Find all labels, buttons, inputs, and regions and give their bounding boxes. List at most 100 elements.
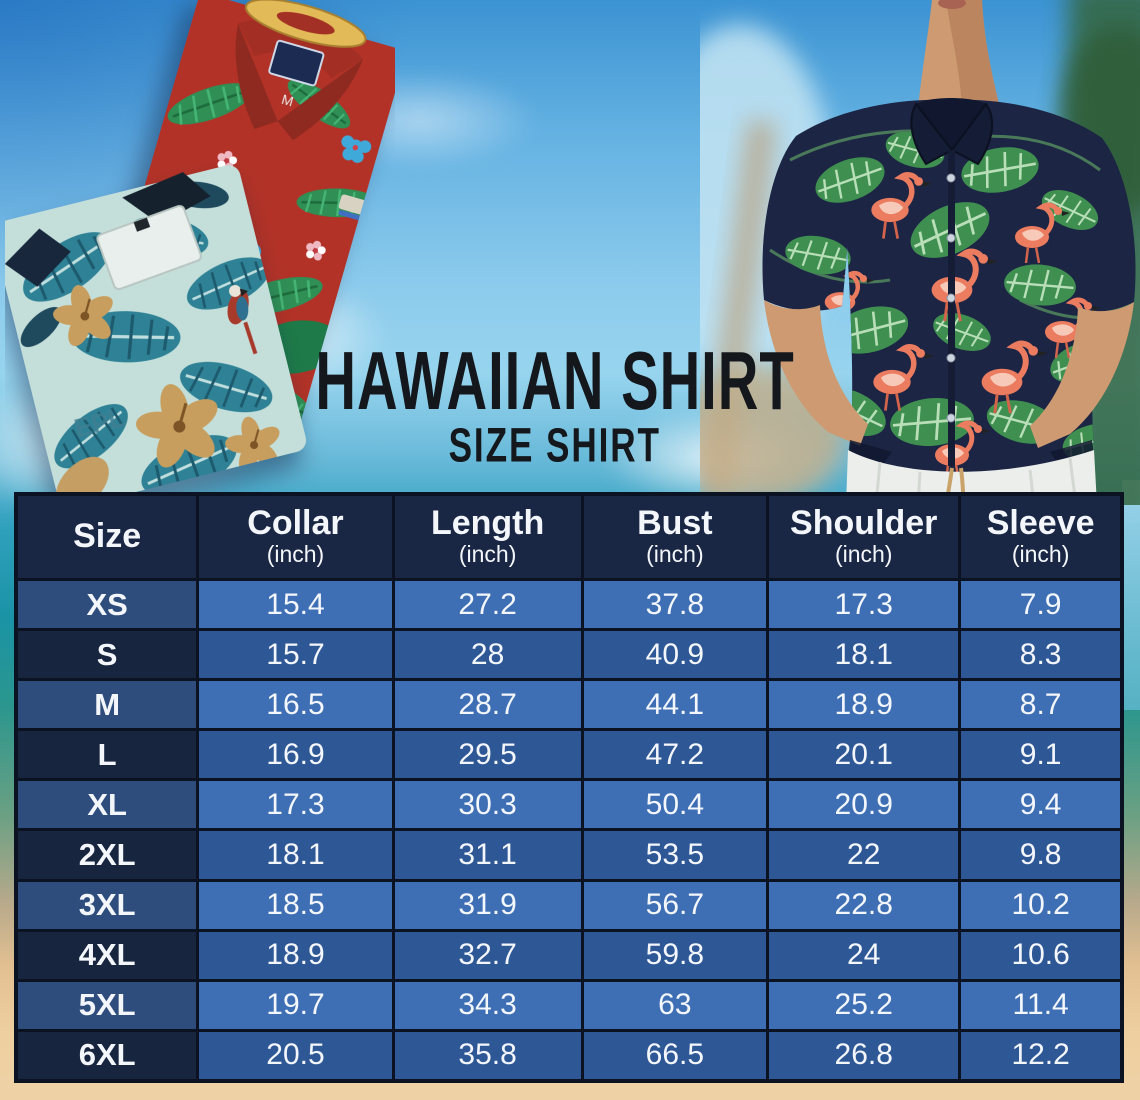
column-header: Sleeve (inch) <box>961 496 1120 578</box>
sleeve-cell: 9.4 <box>961 781 1120 829</box>
length-cell: 31.9 <box>394 881 581 929</box>
table-header-row: Size Collar (inch) Length (inch) Bust (i… <box>18 496 1120 578</box>
collar-cell: 19.7 <box>199 981 392 1029</box>
length-cell: 28 <box>394 631 581 679</box>
sleeve-cell: 8.3 <box>961 631 1120 679</box>
parrot <box>227 284 258 355</box>
shoulder-cell: 25.2 <box>769 981 959 1029</box>
fabric-fold <box>122 172 211 225</box>
bust-cell: 37.8 <box>583 581 767 629</box>
button-placket <box>948 150 955 466</box>
column-unit: (inch) <box>1011 541 1070 568</box>
man-photo <box>700 0 1140 505</box>
collar-tag <box>268 39 325 87</box>
column-header: Size <box>18 496 197 578</box>
shoulder-cell: 17.3 <box>769 581 959 629</box>
column-header: Collar (inch) <box>199 496 392 578</box>
shirts-photo: M <box>5 0 395 500</box>
size-cell: 4XL <box>18 931 197 979</box>
chest-pocket <box>96 204 202 291</box>
size-cell: XS <box>18 581 197 629</box>
shoulder-cell: 18.1 <box>769 631 959 679</box>
bust-cell: 50.4 <box>583 781 767 829</box>
sleeve-cell: 11.4 <box>961 981 1120 1029</box>
shirt-buttons <box>946 173 956 423</box>
tropical-pattern <box>769 124 1131 481</box>
collar-cell: 15.7 <box>199 631 392 679</box>
sleeve-cell: 10.6 <box>961 931 1120 979</box>
collar-cell: 18.1 <box>199 831 392 879</box>
bust-cell: 47.2 <box>583 731 767 779</box>
table-row: 4XL 18.9 32.7 59.8 24 10.6 <box>18 931 1120 979</box>
shoulder-cell: 26.8 <box>769 1031 959 1079</box>
shoulder-cell: 20.1 <box>769 731 959 779</box>
sky-right-strip <box>1122 480 1140 710</box>
navy-flamingo-shirt <box>762 98 1136 486</box>
collar-cell: 15.4 <box>199 581 392 629</box>
length-cell: 32.7 <box>394 931 581 979</box>
length-cell: 34.3 <box>394 981 581 1029</box>
column-label: Shoulder <box>790 503 938 542</box>
title-block: HAWAIIAN SHIRT SIZE SHIRT <box>300 335 810 472</box>
column-header: Length (inch) <box>394 496 581 578</box>
bust-cell: 56.7 <box>583 881 767 929</box>
table-row: M 16.5 28.7 44.1 18.9 8.7 <box>18 681 1120 729</box>
column-header: Bust (inch) <box>583 496 767 578</box>
length-cell: 29.5 <box>394 731 581 779</box>
table-row: L 16.9 29.5 47.2 20.1 9.1 <box>18 731 1120 779</box>
length-cell: 31.1 <box>394 831 581 879</box>
shoulder-cell: 18.9 <box>769 681 959 729</box>
size-cell: XL <box>18 781 197 829</box>
brand-logo <box>338 194 367 221</box>
bust-cell: 44.1 <box>583 681 767 729</box>
bust-cell: 53.5 <box>583 831 767 879</box>
sleeve-cell: 12.2 <box>961 1031 1120 1079</box>
page-title: HAWAIIAN SHIRT <box>315 335 795 428</box>
length-cell: 28.7 <box>394 681 581 729</box>
size-cell: L <box>18 731 197 779</box>
sleeve-cell: 9.1 <box>961 731 1120 779</box>
size-cell: 3XL <box>18 881 197 929</box>
column-unit: (inch) <box>646 541 704 568</box>
table-row: XS 15.4 27.2 37.8 17.3 7.9 <box>18 581 1120 629</box>
table-row: 2XL 18.1 31.1 53.5 22 9.8 <box>18 831 1120 879</box>
length-cell: 30.3 <box>394 781 581 829</box>
left-forearm <box>764 300 868 446</box>
bust-cell: 40.9 <box>583 631 767 679</box>
size-cell: 5XL <box>18 981 197 1029</box>
column-unit: (inch) <box>266 541 325 568</box>
size-cell: M <box>18 681 197 729</box>
page-subtitle: SIZE SHIRT <box>448 418 662 472</box>
size-cell: S <box>18 631 197 679</box>
lips <box>938 0 966 9</box>
sleeve-cell: 7.9 <box>961 581 1120 629</box>
right-forearm <box>1030 302 1134 448</box>
sleeve-cell: 9.8 <box>961 831 1120 879</box>
man <box>762 0 1136 505</box>
column-label: Size <box>73 517 142 556</box>
table-row: S 15.7 28 40.9 18.1 8.3 <box>18 631 1120 679</box>
bust-cell: 63 <box>583 981 767 1029</box>
shoulder-cell: 20.9 <box>769 781 959 829</box>
column-unit: (inch) <box>834 541 893 568</box>
collar-cell: 18.9 <box>199 931 392 979</box>
length-cell: 35.8 <box>394 1031 581 1079</box>
column-label: Length <box>430 503 545 542</box>
collar-cell: 17.3 <box>199 781 392 829</box>
length-cell: 27.2 <box>394 581 581 629</box>
size-table: Size Collar (inch) Length (inch) Bust (i… <box>14 492 1124 1083</box>
collar-fold <box>5 228 71 287</box>
size-cell: 2XL <box>18 831 197 879</box>
teal-hawaiian-shirt: EPL <box>5 165 307 500</box>
table-row: 3XL 18.5 31.9 56.7 22.8 10.2 <box>18 881 1120 929</box>
table-row: 6XL 20.5 35.8 66.5 26.8 12.2 <box>18 1031 1120 1079</box>
size-cell: 6XL <box>18 1031 197 1079</box>
sleeve-cell: 10.2 <box>961 881 1120 929</box>
bust-cell: 59.8 <box>583 931 767 979</box>
column-label: Collar <box>247 503 344 542</box>
column-unit: (inch) <box>458 541 517 568</box>
size-tag-letter: M <box>280 91 296 110</box>
column-header: Shoulder (inch) <box>769 496 959 578</box>
collar-cell: 16.5 <box>199 681 392 729</box>
